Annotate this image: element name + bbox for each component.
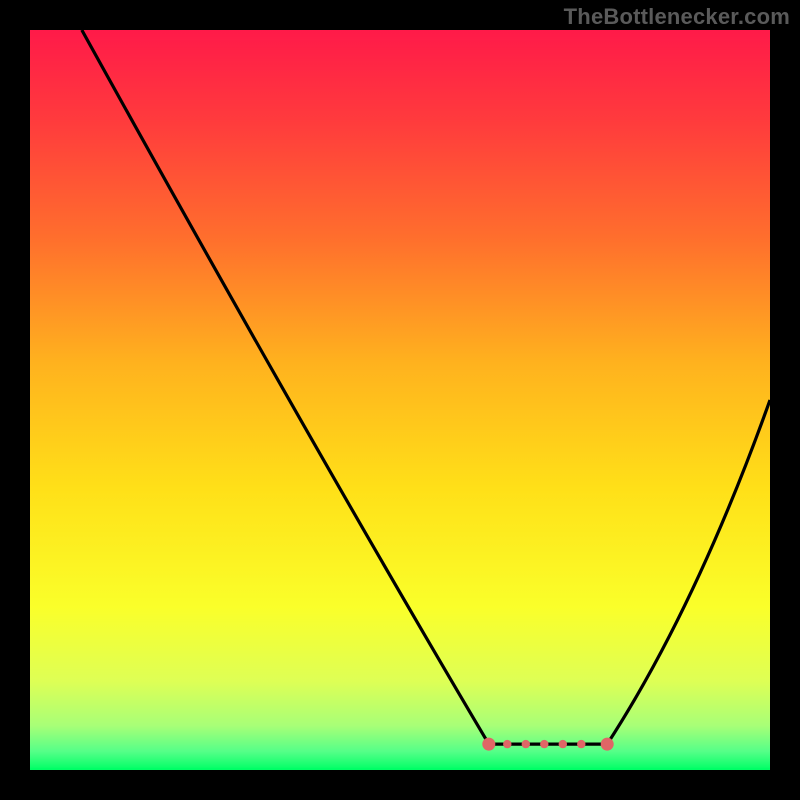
valley-floor-dot [503,740,511,748]
watermark-text: TheBottlenecker.com [564,4,790,30]
valley-floor-dot [559,740,567,748]
valley-floor-dot [522,740,530,748]
valley-marker-left [482,738,495,751]
chart-container: TheBottlenecker.com [0,0,800,800]
valley-marker-right [601,738,614,751]
bottom-green-band [30,768,770,770]
valley-floor-dot [540,740,548,748]
bottleneck-chart [0,0,800,800]
valley-floor-dot [577,740,585,748]
